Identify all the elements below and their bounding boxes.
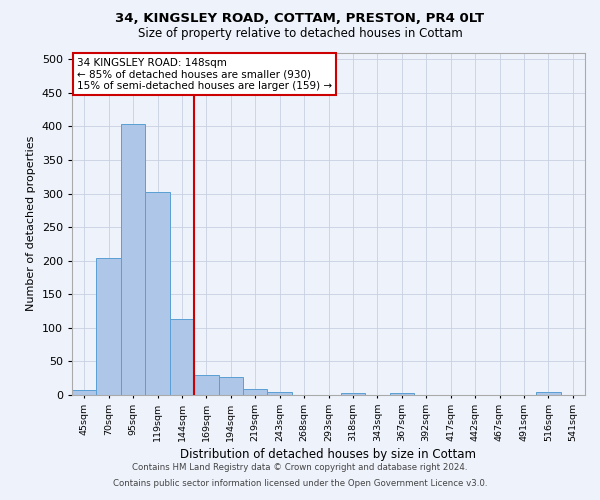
Bar — [72, 390, 97, 395]
Bar — [268, 392, 292, 395]
Bar — [170, 319, 194, 395]
Bar — [97, 258, 121, 395]
Text: Size of property relative to detached houses in Cottam: Size of property relative to detached ho… — [137, 28, 463, 40]
Bar — [389, 393, 414, 395]
Text: Contains HM Land Registry data © Crown copyright and database right 2024.: Contains HM Land Registry data © Crown c… — [132, 464, 468, 472]
Bar — [341, 393, 365, 395]
Bar — [536, 392, 560, 395]
Bar — [243, 389, 268, 395]
Y-axis label: Number of detached properties: Number of detached properties — [26, 136, 36, 312]
Text: Contains public sector information licensed under the Open Government Licence v3: Contains public sector information licen… — [113, 478, 487, 488]
Bar — [121, 124, 145, 395]
Bar — [145, 192, 170, 395]
Bar — [194, 375, 218, 395]
Bar — [218, 377, 243, 395]
Text: 34, KINGSLEY ROAD, COTTAM, PRESTON, PR4 0LT: 34, KINGSLEY ROAD, COTTAM, PRESTON, PR4 … — [115, 12, 485, 26]
Text: 34 KINGSLEY ROAD: 148sqm
← 85% of detached houses are smaller (930)
15% of semi-: 34 KINGSLEY ROAD: 148sqm ← 85% of detach… — [77, 58, 332, 91]
X-axis label: Distribution of detached houses by size in Cottam: Distribution of detached houses by size … — [181, 448, 476, 461]
